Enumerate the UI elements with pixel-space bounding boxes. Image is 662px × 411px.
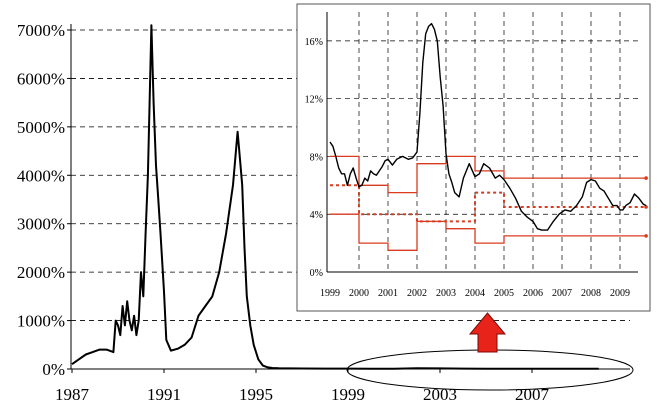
main-y-tick-label: 5000% [17,118,65,137]
main-x-tick-label: 2003 [423,385,457,404]
inset-x-tick-label: 2009 [610,288,630,299]
inset-x-tick-label: 2005 [494,288,514,299]
zoom-arrow-shape [468,312,507,353]
main-x-tick-label: 1991 [147,385,181,404]
main-y-tick-label: 1000% [17,312,65,331]
inset-x-tick-label: 2003 [436,288,456,299]
main-y-tick-label: 3000% [17,215,65,234]
inset-y-tick-label: 0% [310,268,323,279]
inset-x-tick-label: 2006 [523,288,543,299]
main-x-tick-label: 1987 [55,385,90,404]
inset-x-tick-label: 2000 [349,288,369,299]
inset-chart-frame [296,3,651,312]
inset-upper-band-line [330,155,647,194]
inset-x-tick-label: 2001 [378,288,398,299]
inset-x-tick-label: 2002 [407,288,427,299]
inset-chart-series [329,22,648,251]
inset-y-tick-label: 4% [310,210,323,221]
main-x-tick-label: 1995 [239,385,273,404]
inset-x-tick-label: 1999 [320,288,340,299]
zoom-region-ellipse [346,349,634,391]
main-y-tick-label: 4000% [17,166,65,185]
main-chart-tick-labels: 0% 1000% 2000% 3000% 4000% 5000% 6000% 7000% 198… [17,21,550,404]
inset-y-tick-label: 16% [305,37,323,48]
zoom-region-ellipse-shape [346,349,634,391]
main-y-tick-label: 0% [42,360,65,379]
inset-lower-band-line-end-point [644,234,648,238]
zoom-arrow-icon [468,312,507,353]
inset-background [296,3,651,312]
main-chart-series [71,24,599,370]
inset-center-target-line [330,184,647,223]
main-x-tick-label: 2007 [515,385,550,404]
inset-y-tick-label: 12% [305,95,323,106]
inset-center-target-line-end-point [644,205,648,209]
inset-chart-tick-labels: 0% 4% 8% 12% 16% 1999 2000 2001 2002 2003 2004 2005… [305,37,630,299]
inset-chart: 0% 4% 8% 12% 16% 1999 2000 2001 2002 2003 2004 2005… [296,3,651,312]
inset-upper-band-line-end-point [644,176,648,180]
inset-x-tick-label: 2007 [552,288,572,299]
inset-series-line [329,22,647,231]
inset-x-tick-label: 2008 [581,288,601,299]
main-x-tick-label: 1999 [331,385,365,404]
main-y-tick-label: 2000% [17,263,65,282]
main-series-line [71,24,599,370]
inset-x-tick-label: 2004 [465,288,485,299]
inset-lower-band-line [330,213,647,251]
main-y-tick-label: 6000% [17,69,65,88]
inset-y-tick-label: 8% [310,152,323,163]
main-y-tick-label: 7000% [17,21,65,40]
